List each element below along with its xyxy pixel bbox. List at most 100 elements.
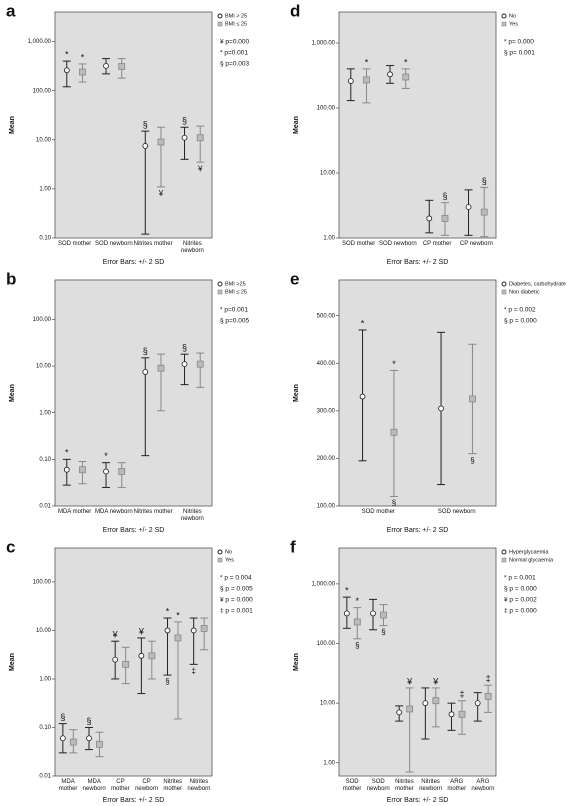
x-tick-label: MDA newborn [82, 779, 106, 792]
x-tick-label: MDA newborn [95, 509, 133, 515]
y-tick-label: 10.00 [36, 628, 52, 634]
annotation: § [470, 456, 474, 465]
annotation: * [104, 451, 108, 461]
y-tick-label: 0.10 [39, 725, 51, 731]
mean-point [380, 611, 387, 619]
stat-note: * p = 0.004 [220, 575, 252, 582]
mean-point [469, 395, 476, 403]
annotation: § [143, 346, 148, 356]
legend-label: BMI >25 [225, 281, 246, 287]
annotation: ¥ [158, 189, 164, 198]
y-tick-label: 100.00 [33, 579, 52, 585]
y-tick-label: 1.00 [323, 760, 335, 766]
legend-marker [217, 289, 223, 295]
annotation: ¥ [432, 676, 439, 686]
stat-note: § p = 0.005 [220, 586, 253, 593]
stat-note: ‡ p = 0.001 [220, 608, 253, 615]
y-tick-label: 100.00 [317, 641, 336, 647]
y-axis-label: Mean [9, 653, 16, 671]
x-tick-label: ARG newborn [471, 779, 495, 792]
mean-point [480, 208, 488, 216]
x-tick-label: SOD mother [342, 779, 362, 792]
annotation: * [65, 448, 69, 458]
panel-letter: a [6, 1, 16, 20]
legend-marker [501, 13, 507, 19]
x-tick-label: Nitrites mother [395, 779, 414, 792]
y-tick-label: 10.00 [36, 137, 52, 143]
mean-point [190, 627, 197, 634]
x-axis-label: Error Bars: +/- 2 SD [103, 797, 165, 804]
legend-label: Diabetes, carbohydrate intolerance [509, 281, 567, 287]
panel-letter: d [290, 1, 300, 20]
mean-point [79, 68, 86, 76]
plot-area [338, 547, 497, 777]
annotation: * [81, 52, 85, 62]
mean-point [148, 652, 156, 660]
x-axis-label: Error Bars: +/- 2 SD [103, 259, 165, 266]
annotation: ¥ [406, 676, 413, 686]
stat-note: § p = 0.000 [504, 318, 537, 325]
mean-point [196, 134, 204, 142]
mean-point [422, 700, 429, 707]
mean-point [142, 143, 149, 149]
x-tick-label: Nitrites newborn [180, 241, 204, 254]
x-tick-label: ARG mother [447, 779, 467, 792]
annotation: * [356, 596, 360, 606]
annotation: § [143, 120, 148, 130]
x-tick-label: MDA mother [57, 509, 92, 515]
mean-point [157, 138, 165, 146]
mean-point [432, 697, 440, 705]
annotation: § [482, 176, 487, 186]
mean-point [63, 466, 70, 473]
y-tick-label: 1.00 [39, 677, 51, 683]
legend-label: Non diabetic [509, 289, 540, 295]
x-tick-label: Nitrites mother [133, 509, 173, 515]
mean-point [343, 610, 350, 617]
annotation: § [165, 677, 169, 686]
annotation: * [65, 49, 69, 59]
legend-label: BMI ≤ 25 [225, 289, 247, 295]
legend-label: Hyperglycaemia [509, 549, 549, 555]
x-tick-label: SOD mother [57, 241, 92, 247]
y-axis-label: Mean [9, 384, 16, 402]
mean-point [363, 76, 370, 84]
y-tick-label: 1.00 [39, 410, 51, 416]
y-tick-label: 1.00 [39, 186, 51, 192]
mean-point [86, 735, 92, 742]
annotation: § [392, 499, 396, 508]
mean-point [406, 705, 414, 713]
legend-marker [501, 557, 507, 563]
legend-marker [501, 281, 507, 287]
mean-point [181, 361, 188, 368]
mean-point [484, 692, 492, 700]
stat-note: * p = 0.001 [504, 575, 536, 582]
annotation: ‡ [191, 666, 195, 675]
mean-point [103, 468, 109, 475]
stat-note: ¥ p=0.000 [220, 39, 249, 46]
y-tick-label: 200.00 [317, 456, 336, 462]
annotation: § [442, 191, 447, 201]
stat-note: § p=0.003 [220, 61, 249, 68]
annotation: ¥ [197, 164, 203, 173]
mean-point [370, 610, 376, 617]
panel-letter: c [6, 537, 15, 556]
x-axis-label: Error Bars: +/- 2 SD [387, 797, 449, 804]
x-tick-label: SOD newborn [366, 779, 390, 792]
mean-point [118, 63, 126, 70]
x-tick-label: CP mother [422, 241, 452, 247]
legend-marker [217, 13, 223, 19]
y-tick-label: 0.01 [39, 504, 51, 510]
x-tick-label: CP mother [111, 779, 130, 792]
annotation: * [392, 359, 396, 369]
legend-marker [501, 289, 507, 295]
y-tick-label: 10.00 [36, 364, 52, 370]
y-tick-label: 10.00 [320, 701, 336, 707]
mean-point [396, 709, 403, 716]
y-tick-label: 1,000.00 [312, 581, 336, 587]
y-tick-label: 0.10 [39, 236, 51, 242]
mean-point [438, 405, 444, 412]
stat-note: * p= 0.000 [504, 39, 534, 46]
plot-area [54, 547, 213, 777]
stat-note: § p=0.005 [220, 318, 249, 325]
